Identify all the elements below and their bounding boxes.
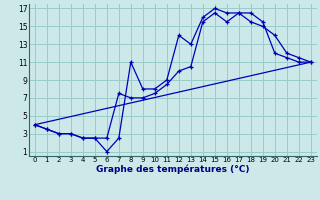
X-axis label: Graphe des températures (°C): Graphe des températures (°C) xyxy=(96,165,250,174)
